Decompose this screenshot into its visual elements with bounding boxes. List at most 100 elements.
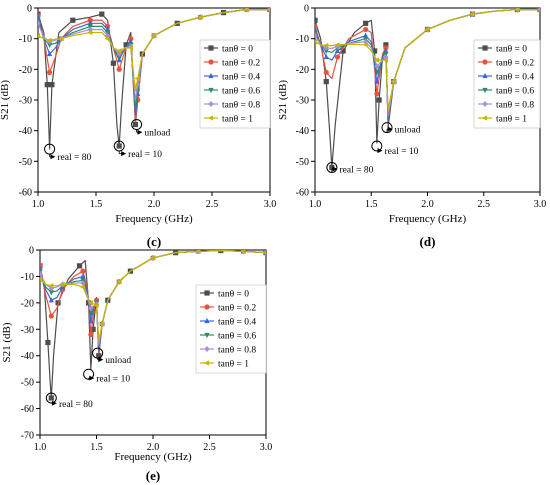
legend-entry: tanθ = 1 bbox=[222, 115, 253, 125]
legend-marker bbox=[204, 290, 210, 296]
legend-marker bbox=[204, 346, 210, 352]
annotation-arrowhead bbox=[51, 400, 57, 406]
legend-entry: tanθ = 0.4 bbox=[222, 73, 260, 83]
data-point bbox=[150, 33, 157, 39]
data-point bbox=[315, 39, 318, 45]
data-point bbox=[323, 69, 329, 75]
data-point bbox=[88, 331, 94, 338]
legend-entry: tanθ = 0.6 bbox=[222, 87, 260, 97]
annotation-label: unload bbox=[144, 129, 170, 139]
data-point bbox=[266, 8, 270, 12]
annotation-label: unload bbox=[395, 126, 421, 136]
data-point bbox=[334, 54, 341, 60]
y-tick-label: -40 bbox=[21, 351, 34, 362]
x-tick-label: 1.5 bbox=[365, 199, 378, 210]
y-tick-label: -50 bbox=[296, 157, 309, 168]
data-point bbox=[80, 268, 86, 274]
data-point bbox=[116, 48, 122, 54]
y-tick-label: -60 bbox=[296, 188, 309, 199]
data-point bbox=[40, 269, 43, 275]
data-point bbox=[104, 36, 110, 42]
data-point bbox=[93, 302, 99, 309]
legend-box bbox=[195, 284, 267, 374]
data-point bbox=[88, 318, 94, 324]
data-point bbox=[383, 47, 389, 54]
y-axis-label: S21 (dB) bbox=[1, 322, 13, 362]
legend-marker bbox=[207, 115, 214, 121]
data-point bbox=[40, 276, 43, 282]
x-axis-label: Frequency (GHz) bbox=[115, 213, 193, 225]
legend-entry: tanθ = 0 bbox=[496, 45, 527, 55]
data-point bbox=[536, 8, 540, 12]
legend-marker bbox=[208, 45, 214, 51]
legend-entry: tanθ = 0.2 bbox=[496, 59, 534, 69]
data-point bbox=[76, 263, 83, 269]
data-point bbox=[315, 26, 318, 32]
y-tick-label: -50 bbox=[21, 378, 34, 389]
data-point bbox=[383, 42, 389, 48]
annotation-arrowhead bbox=[377, 148, 383, 154]
x-tick-label: 1.5 bbox=[90, 199, 103, 210]
data-point bbox=[372, 48, 378, 54]
data-point bbox=[48, 297, 54, 303]
data-point bbox=[132, 121, 139, 128]
y-tick-label: -30 bbox=[296, 96, 309, 107]
annotation-label: unload bbox=[105, 356, 131, 366]
data-point bbox=[87, 300, 93, 306]
legend-entry: tanθ = 0.8 bbox=[496, 101, 534, 111]
data-point bbox=[116, 54, 122, 61]
legend-entry: tanθ = 0.2 bbox=[222, 59, 260, 69]
annotation-arrowhead bbox=[332, 166, 338, 172]
legend-marker bbox=[208, 59, 214, 65]
legend-marker bbox=[481, 115, 488, 121]
annotation-label: real = 10 bbox=[96, 375, 130, 385]
data-point bbox=[197, 14, 203, 20]
data-point bbox=[38, 14, 41, 20]
data-point bbox=[514, 8, 520, 13]
data-point bbox=[134, 75, 140, 82]
legend-marker bbox=[482, 87, 488, 94]
chart-panel-e: 1.0 1.5 2.0 2.5 3.0 0 -10 -20 -30 -40 -50 -60 -70 Fre… bbox=[1, 246, 272, 484]
x-tick-label: 2.5 bbox=[478, 199, 491, 210]
data-point bbox=[105, 26, 111, 32]
x-tick-label: 2.5 bbox=[203, 442, 216, 453]
legend-box bbox=[473, 39, 541, 129]
data-point bbox=[48, 395, 54, 401]
x-tick-label: 1.0 bbox=[309, 199, 322, 210]
data-point bbox=[363, 20, 369, 26]
data-point bbox=[195, 250, 201, 254]
data-point bbox=[38, 18, 41, 24]
y-tick-label: -60 bbox=[19, 188, 32, 199]
data-point bbox=[329, 164, 335, 171]
panel-label: (e) bbox=[146, 468, 160, 483]
data-point bbox=[315, 17, 318, 23]
y-tick-label: -70 bbox=[21, 431, 34, 442]
y-tick-label: -20 bbox=[21, 298, 34, 309]
data-point bbox=[374, 78, 380, 84]
data-point bbox=[218, 250, 224, 254]
annotation-label: real = 80 bbox=[59, 400, 93, 410]
y-tick-label: -40 bbox=[19, 126, 32, 137]
data-point bbox=[123, 42, 129, 48]
data-point bbox=[99, 11, 105, 17]
legend-marker bbox=[482, 59, 488, 65]
data-point bbox=[38, 33, 41, 39]
data-point bbox=[49, 82, 55, 88]
data-point bbox=[70, 17, 76, 23]
x-tick-label: 1.0 bbox=[32, 199, 45, 210]
data-point bbox=[127, 45, 133, 51]
data-point bbox=[96, 353, 102, 359]
data-point bbox=[40, 270, 43, 277]
annotation-arrowhead bbox=[89, 375, 95, 381]
data-point bbox=[38, 20, 41, 27]
data-point bbox=[363, 26, 369, 33]
y-tick-label: -30 bbox=[21, 325, 34, 336]
data-point bbox=[90, 326, 96, 332]
data-point bbox=[240, 250, 246, 254]
legend: tanθ = 0 tanθ = 0.2 tanθ = 0.4 tanθ = 0.6 ta… bbox=[199, 39, 271, 129]
data-point bbox=[79, 284, 86, 290]
data-point bbox=[382, 57, 388, 63]
legend-entry: tanθ = 1 bbox=[218, 360, 249, 370]
data-point bbox=[323, 79, 329, 85]
plot-frame bbox=[314, 7, 541, 193]
